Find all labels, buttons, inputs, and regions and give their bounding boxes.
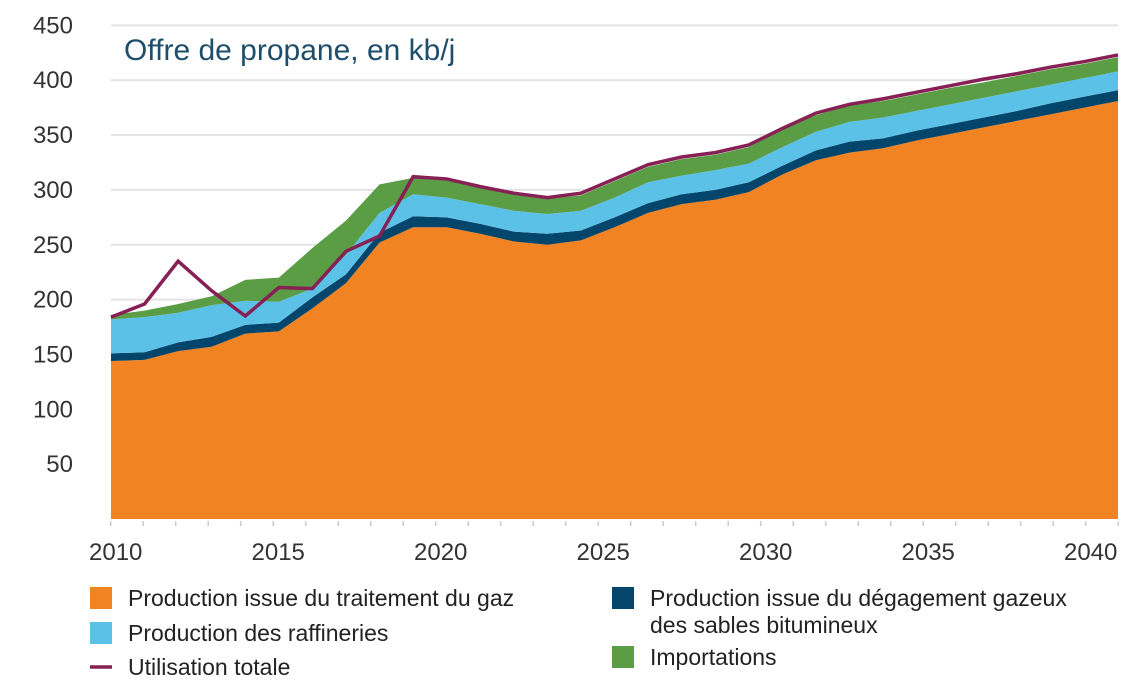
chart-title: Offre de propane, en kb/j [124,34,455,67]
y-tick-label: 200 [33,287,73,314]
legend: Production issue du traitement du gaz Pr… [90,585,1067,680]
x-tick-label: 2030 [739,539,792,566]
y-tick-label: 400 [33,67,73,94]
x-axis: 2010 2015 2020 2025 2030 2035 2040 [89,521,1119,566]
area-series-3 [111,57,1118,320]
y-tick-label: 250 [33,232,73,259]
y-tick-label: 350 [33,122,73,149]
legend-label-total-use: Utilisation totale [128,654,290,680]
x-tick-label: 2015 [252,539,305,566]
legend-label-oil-sands-offgas-line1: Production issue du dégagement gazeux [650,585,1067,611]
y-tick-label: 50 [46,451,73,478]
line-series [110,53,1119,319]
area-series-1 [111,90,1118,362]
legend-swatch-gas-processing [90,587,112,609]
legend-label-gas-processing: Production issue du traitement du gaz [128,585,514,611]
legend-label-oil-sands-offgas-line2: des sables bitumineux [650,612,878,638]
y-axis: 50 100 150 200 250 300 350 400 450 [33,12,73,478]
area-series-2 [111,71,1118,354]
legend-label-refineries: Production des raffineries [128,620,388,646]
legend-swatch-oil-sands-offgas [612,587,634,609]
x-tick-label: 2040 [1064,539,1117,566]
x-tick-label: 2020 [414,539,467,566]
legend-swatch-imports [612,646,634,668]
x-tick-label: 2010 [89,539,142,566]
y-tick-label: 300 [33,177,73,204]
x-tick-label: 2035 [902,539,955,566]
area-series-0 [111,101,1118,519]
stacked-areas [111,57,1118,519]
legend-label-imports: Importations [650,644,777,670]
y-tick-label: 100 [33,396,73,423]
legend-swatch-refineries [90,622,112,644]
line-series-total-use [110,53,1119,319]
x-tick-label: 2025 [577,539,630,566]
y-tick-label: 150 [33,341,73,368]
y-tick-label: 450 [33,12,73,39]
